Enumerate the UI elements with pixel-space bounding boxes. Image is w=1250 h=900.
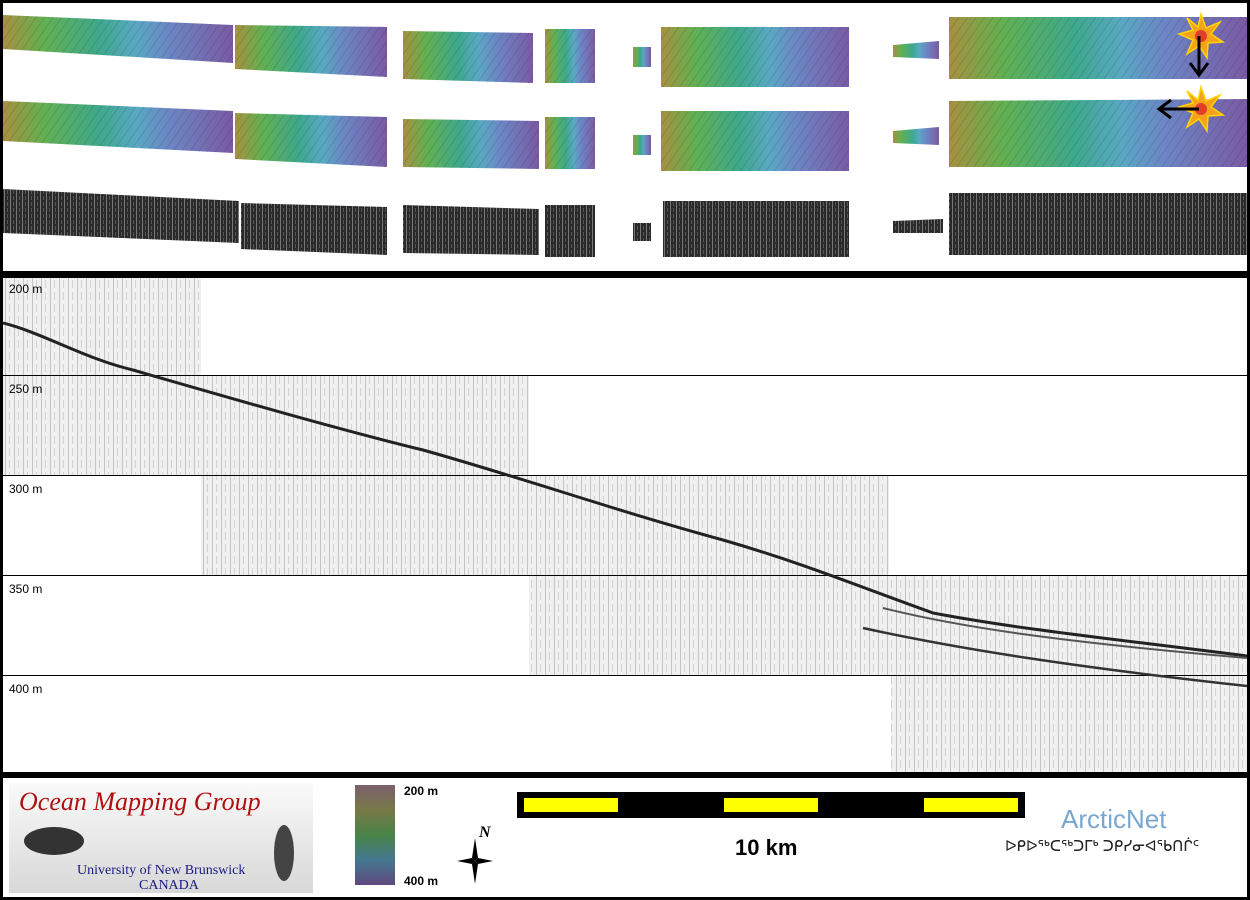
sun-icon xyxy=(1176,84,1226,134)
arrow-down-icon xyxy=(1188,36,1210,78)
arrow-left-icon xyxy=(1156,98,1199,120)
bathymetry-row-east xyxy=(3,99,1247,171)
backscatter-row xyxy=(3,189,1247,257)
legend-panel: Ocean Mapping Group University of New Br… xyxy=(3,778,1247,897)
profile-svg xyxy=(3,278,1247,772)
bathymetry-row-north xyxy=(3,15,1247,87)
omg-logo-graphic xyxy=(24,825,294,881)
omg-country: CANADA xyxy=(139,878,199,893)
swath-strips-svg xyxy=(3,11,1247,257)
omg-university: University of New Brunswick xyxy=(77,863,246,878)
arcticnet-syllabics: ᐅᑭᐅᖅᑕᖅᑐᒥᒃ ᑐᑭᓯᓂᐊᖃᑎᒌᑦ xyxy=(1005,838,1200,855)
compass-north-label: N xyxy=(479,824,491,841)
depth-label-400: 400 m xyxy=(9,682,43,696)
scale-label: 10 km xyxy=(735,835,798,860)
omg-title: Ocean Mapping Group xyxy=(19,787,261,816)
depth-label-250: 250 m xyxy=(9,382,43,396)
colorbar-top-label: 200 m xyxy=(404,784,439,798)
compass-icon xyxy=(457,838,493,884)
seabed-reflector xyxy=(3,321,1247,658)
depth-label-300: 300 m xyxy=(9,482,43,496)
subbottom-profile-panel: 200 m 250 m 300 m 350 m 400 m xyxy=(3,278,1247,772)
depth-label-350: 350 m xyxy=(9,582,43,596)
omg-logo: Ocean Mapping Group University of New Br… xyxy=(9,783,313,893)
depth-colorbar xyxy=(355,785,395,885)
colorbar-bottom-label: 400 m xyxy=(404,874,439,888)
subbottom-reflector-1 xyxy=(882,607,1247,659)
swath-panel xyxy=(3,3,1247,271)
depth-label-200: 200 m xyxy=(9,282,43,296)
subbottom-reflector-2 xyxy=(862,626,1247,688)
scale-bar xyxy=(517,792,1025,818)
arcticnet-logo: ArcticNet xyxy=(1061,804,1167,834)
